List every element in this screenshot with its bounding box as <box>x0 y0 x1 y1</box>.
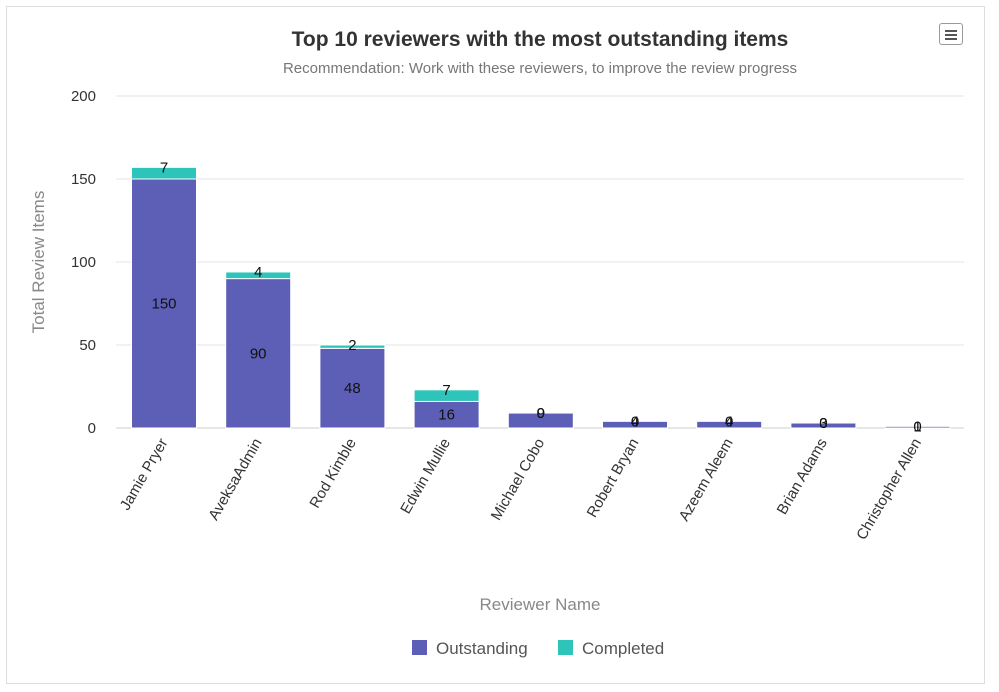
x-tick-label: Christopher Allen <box>853 436 925 543</box>
bar-completed[interactable] <box>413 389 480 402</box>
y-axis-ticks: 0 50 100 150 200 <box>71 88 96 437</box>
y-tick-label: 150 <box>71 171 96 188</box>
data-label: 2 <box>348 337 356 354</box>
x-tick-label: AveksaAdmin <box>205 436 265 524</box>
x-tick-label: Azeem Aleem <box>676 436 737 525</box>
data-label: 7 <box>160 159 168 176</box>
data-label: 1 <box>913 418 921 435</box>
data-label: 90 <box>250 345 267 362</box>
bar-outstanding[interactable] <box>225 278 292 429</box>
y-axis-title: Total Review Items <box>29 191 48 334</box>
bar-outstanding[interactable] <box>131 178 197 429</box>
bar-outstanding[interactable] <box>413 400 480 429</box>
y-tick-label: 0 <box>88 420 96 437</box>
x-axis-title: Reviewer Name <box>480 595 601 614</box>
chart-title: Top 10 reviewers with the most outstandi… <box>291 28 789 51</box>
hamburger-menu-icon <box>945 30 957 32</box>
chart-menu-button[interactable] <box>939 23 963 45</box>
bar-outstanding[interactable] <box>507 412 574 429</box>
x-tick-label: Rod Kimble <box>306 436 359 512</box>
x-axis-ticks: Jamie Pryer AveksaAdmin Rod Kimble Edwin Mu… <box>117 435 925 542</box>
data-label: 16 <box>438 407 455 424</box>
data-label: 0 <box>631 413 639 430</box>
y-tick-label: 200 <box>71 88 96 105</box>
y-tick-label: 100 <box>71 254 96 271</box>
y-tick-label: 50 <box>79 337 96 354</box>
bar-outstanding[interactable] <box>602 420 668 429</box>
data-label: 7 <box>442 382 450 399</box>
x-tick-label: Michael Cobo <box>488 436 549 524</box>
legend-label: Completed <box>582 639 664 658</box>
bar-outstanding[interactable] <box>790 422 857 429</box>
data-label: 0 <box>913 418 921 435</box>
bar-outstanding[interactable] <box>884 425 951 429</box>
data-label: 9 <box>537 405 545 422</box>
x-tick-label: Jamie Pryer <box>117 436 172 514</box>
x-tick-label: Robert Bryan <box>584 436 643 521</box>
bars <box>131 166 951 429</box>
bar-completed[interactable] <box>319 344 386 349</box>
bar-completed[interactable] <box>131 166 197 180</box>
bar-outstanding[interactable] <box>696 420 763 429</box>
data-label: 3 <box>819 415 827 432</box>
legend-item-outstanding[interactable]: Outstanding <box>412 639 528 658</box>
legend-swatch <box>412 640 427 655</box>
data-label: 48 <box>344 380 361 397</box>
data-label: 150 <box>151 296 176 313</box>
legend-item-completed[interactable]: Completed <box>558 639 664 658</box>
x-tick-label: Brian Adams <box>774 436 831 518</box>
data-label: 4 <box>725 413 733 430</box>
x-tick-label: Edwin Mullie <box>397 435 454 516</box>
legend: Outstanding Completed <box>412 639 664 658</box>
data-label: 0 <box>537 405 545 422</box>
legend-label: Outstanding <box>436 639 528 658</box>
data-label: 0 <box>725 413 733 430</box>
data-label: 0 <box>819 415 827 432</box>
data-label: 4 <box>631 413 639 430</box>
bar-completed[interactable] <box>225 271 292 280</box>
chart-subtitle: Recommendation: Work with these reviewer… <box>282 60 798 77</box>
legend-swatch <box>558 640 573 655</box>
bar-outstanding[interactable] <box>319 347 386 429</box>
data-label: 4 <box>254 264 262 281</box>
